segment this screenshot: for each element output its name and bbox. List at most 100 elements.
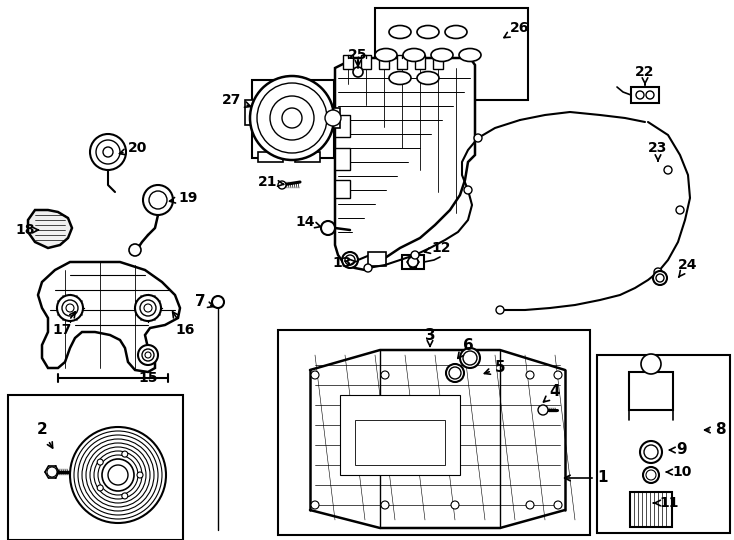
Text: 27: 27 <box>222 93 250 107</box>
Text: 2: 2 <box>37 422 53 448</box>
Text: 26: 26 <box>504 21 530 38</box>
Text: 16: 16 <box>172 312 195 337</box>
Bar <box>252 80 334 158</box>
Circle shape <box>149 191 167 209</box>
Text: 17: 17 <box>52 312 76 337</box>
Circle shape <box>94 451 142 499</box>
Text: 25: 25 <box>348 48 368 68</box>
Circle shape <box>653 271 667 285</box>
Polygon shape <box>335 58 475 270</box>
Bar <box>375 8 528 100</box>
Bar <box>8 395 183 540</box>
Circle shape <box>554 501 562 509</box>
Circle shape <box>135 295 161 321</box>
Text: 14: 14 <box>295 215 321 229</box>
Circle shape <box>381 371 389 379</box>
Circle shape <box>464 186 472 194</box>
Circle shape <box>66 304 74 312</box>
Circle shape <box>62 300 78 316</box>
Text: 4: 4 <box>543 384 560 402</box>
Text: 11: 11 <box>654 496 679 510</box>
Circle shape <box>270 96 314 140</box>
Bar <box>597 355 730 533</box>
Circle shape <box>353 67 363 77</box>
Text: 19: 19 <box>170 191 197 205</box>
Polygon shape <box>28 210 72 248</box>
Circle shape <box>451 371 459 379</box>
Ellipse shape <box>417 25 439 38</box>
Circle shape <box>311 501 319 509</box>
Circle shape <box>554 371 562 379</box>
Circle shape <box>640 441 662 463</box>
Bar <box>631 87 659 103</box>
Ellipse shape <box>389 71 411 84</box>
Bar <box>245 100 255 125</box>
Circle shape <box>381 501 389 509</box>
Circle shape <box>342 252 358 268</box>
Bar <box>258 152 283 162</box>
Circle shape <box>451 501 459 509</box>
Circle shape <box>47 467 57 477</box>
Bar <box>368 252 386 266</box>
Text: 1: 1 <box>564 470 608 485</box>
Circle shape <box>408 257 418 267</box>
Circle shape <box>345 255 355 265</box>
Circle shape <box>446 364 464 382</box>
Text: 8: 8 <box>705 422 725 437</box>
Bar <box>340 395 460 475</box>
Bar <box>402 255 424 269</box>
Circle shape <box>463 351 477 365</box>
Circle shape <box>321 221 335 235</box>
Circle shape <box>654 268 662 276</box>
Text: 23: 23 <box>648 141 668 161</box>
Ellipse shape <box>403 49 425 62</box>
Circle shape <box>644 445 658 459</box>
Circle shape <box>526 371 534 379</box>
Circle shape <box>325 110 341 126</box>
Circle shape <box>641 354 661 374</box>
Circle shape <box>676 206 684 214</box>
Circle shape <box>643 467 659 483</box>
Text: 5: 5 <box>484 361 505 375</box>
Circle shape <box>526 501 534 509</box>
Ellipse shape <box>459 49 481 62</box>
Circle shape <box>311 371 319 379</box>
Ellipse shape <box>417 71 439 84</box>
Bar <box>278 330 590 535</box>
Circle shape <box>97 459 103 465</box>
Circle shape <box>212 296 224 308</box>
Circle shape <box>129 244 141 256</box>
Text: 9: 9 <box>669 442 687 457</box>
Polygon shape <box>38 262 180 372</box>
Ellipse shape <box>431 49 453 62</box>
Circle shape <box>96 140 120 164</box>
Circle shape <box>142 349 154 361</box>
Circle shape <box>70 427 166 523</box>
Circle shape <box>474 134 482 142</box>
Bar <box>629 372 673 410</box>
Text: 7: 7 <box>195 294 214 309</box>
Circle shape <box>496 306 504 314</box>
Circle shape <box>646 470 656 480</box>
Ellipse shape <box>389 25 411 38</box>
Bar <box>335 148 350 170</box>
Text: 20: 20 <box>120 141 148 155</box>
Circle shape <box>98 455 138 495</box>
Bar <box>326 108 340 128</box>
Text: 3: 3 <box>425 327 435 346</box>
Ellipse shape <box>445 25 467 38</box>
Circle shape <box>257 83 327 153</box>
Bar <box>335 115 350 137</box>
Circle shape <box>102 459 134 491</box>
Circle shape <box>636 91 644 99</box>
Bar <box>295 152 320 162</box>
Bar <box>397 55 407 69</box>
Circle shape <box>82 439 154 511</box>
Text: 22: 22 <box>635 65 655 85</box>
Circle shape <box>282 108 302 128</box>
Circle shape <box>97 485 103 491</box>
Circle shape <box>664 166 672 174</box>
Text: 21: 21 <box>258 175 284 189</box>
Text: 12: 12 <box>424 241 451 255</box>
Circle shape <box>460 348 480 368</box>
